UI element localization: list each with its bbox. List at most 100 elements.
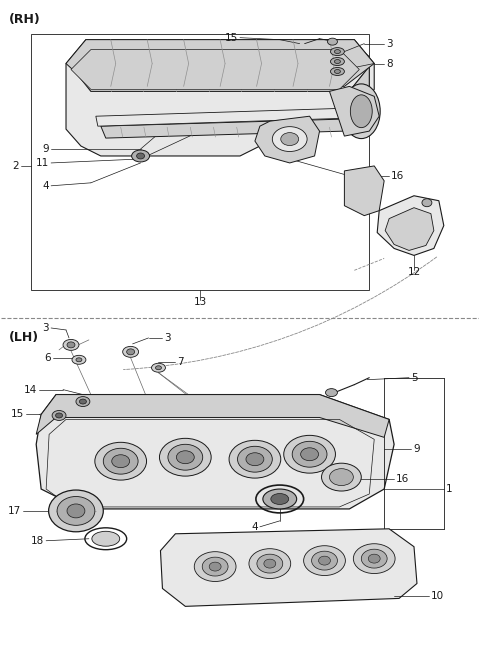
Ellipse shape [292, 441, 327, 467]
Text: 6: 6 [45, 353, 51, 363]
Text: 15: 15 [225, 32, 238, 43]
Ellipse shape [52, 411, 66, 421]
Ellipse shape [342, 84, 380, 139]
Polygon shape [255, 116, 320, 163]
Ellipse shape [123, 347, 139, 358]
Text: 4: 4 [43, 181, 49, 191]
Polygon shape [329, 86, 379, 136]
Polygon shape [66, 40, 374, 86]
Ellipse shape [152, 363, 166, 373]
Polygon shape [349, 42, 369, 131]
Text: 18: 18 [31, 535, 44, 546]
Ellipse shape [329, 469, 353, 485]
Ellipse shape [330, 47, 344, 56]
Ellipse shape [57, 496, 95, 525]
Text: 9: 9 [43, 144, 49, 154]
Polygon shape [71, 42, 369, 92]
Ellipse shape [264, 559, 276, 568]
Polygon shape [36, 395, 394, 509]
Ellipse shape [335, 69, 340, 73]
Text: 12: 12 [408, 267, 420, 277]
Text: 14: 14 [24, 385, 37, 395]
Text: 11: 11 [36, 158, 49, 168]
Ellipse shape [229, 440, 281, 478]
Ellipse shape [209, 562, 221, 571]
Text: 10: 10 [431, 591, 444, 602]
Text: 1: 1 [446, 484, 453, 494]
Ellipse shape [353, 544, 395, 574]
Ellipse shape [257, 554, 283, 573]
Ellipse shape [330, 67, 344, 75]
Polygon shape [101, 119, 344, 138]
Text: 3: 3 [165, 333, 171, 343]
Ellipse shape [319, 556, 330, 565]
Ellipse shape [368, 554, 380, 563]
Ellipse shape [335, 49, 340, 54]
Ellipse shape [92, 532, 120, 546]
Text: 16: 16 [396, 474, 409, 484]
Text: (LH): (LH) [9, 332, 39, 345]
Ellipse shape [112, 455, 130, 468]
Polygon shape [71, 49, 360, 90]
Ellipse shape [272, 127, 307, 151]
Polygon shape [36, 395, 389, 437]
Ellipse shape [79, 399, 86, 404]
Ellipse shape [63, 339, 79, 350]
Text: 3: 3 [43, 323, 49, 333]
Ellipse shape [327, 38, 337, 45]
Text: 7: 7 [178, 357, 184, 367]
Ellipse shape [422, 199, 432, 206]
Ellipse shape [238, 447, 272, 472]
Polygon shape [66, 40, 374, 156]
Ellipse shape [312, 551, 337, 570]
Ellipse shape [48, 490, 103, 532]
Text: 13: 13 [193, 297, 207, 307]
Ellipse shape [137, 153, 144, 159]
Ellipse shape [95, 443, 146, 480]
Ellipse shape [271, 493, 288, 504]
Ellipse shape [284, 435, 336, 473]
Polygon shape [344, 166, 384, 215]
Ellipse shape [304, 546, 346, 576]
Ellipse shape [168, 445, 203, 470]
Text: 4: 4 [251, 522, 258, 532]
Polygon shape [96, 108, 347, 126]
Ellipse shape [249, 548, 291, 578]
Ellipse shape [246, 453, 264, 466]
Ellipse shape [350, 95, 372, 128]
Ellipse shape [127, 349, 134, 355]
Ellipse shape [194, 552, 236, 582]
Ellipse shape [159, 438, 211, 476]
Text: 16: 16 [391, 171, 404, 181]
Ellipse shape [176, 451, 194, 463]
Ellipse shape [300, 448, 319, 461]
Polygon shape [377, 196, 444, 256]
Polygon shape [385, 208, 434, 251]
Ellipse shape [67, 504, 85, 518]
Ellipse shape [76, 358, 82, 361]
Ellipse shape [67, 342, 75, 348]
Ellipse shape [361, 549, 387, 568]
Ellipse shape [132, 150, 150, 162]
Text: (RH): (RH) [9, 13, 41, 26]
Ellipse shape [156, 366, 161, 370]
Ellipse shape [281, 132, 299, 145]
Text: 15: 15 [11, 410, 24, 419]
Text: 2: 2 [12, 161, 19, 171]
Polygon shape [160, 529, 417, 606]
Ellipse shape [325, 389, 337, 397]
Text: 9: 9 [413, 445, 420, 454]
Text: 3: 3 [386, 39, 393, 49]
Ellipse shape [56, 413, 62, 418]
Text: 5: 5 [411, 373, 418, 383]
Ellipse shape [202, 557, 228, 576]
Ellipse shape [72, 355, 86, 364]
Ellipse shape [263, 489, 297, 509]
Ellipse shape [335, 60, 340, 64]
Ellipse shape [76, 397, 90, 406]
Ellipse shape [103, 448, 138, 474]
Text: 17: 17 [8, 506, 21, 516]
Text: 8: 8 [386, 58, 393, 69]
Ellipse shape [322, 463, 361, 491]
Ellipse shape [330, 58, 344, 66]
